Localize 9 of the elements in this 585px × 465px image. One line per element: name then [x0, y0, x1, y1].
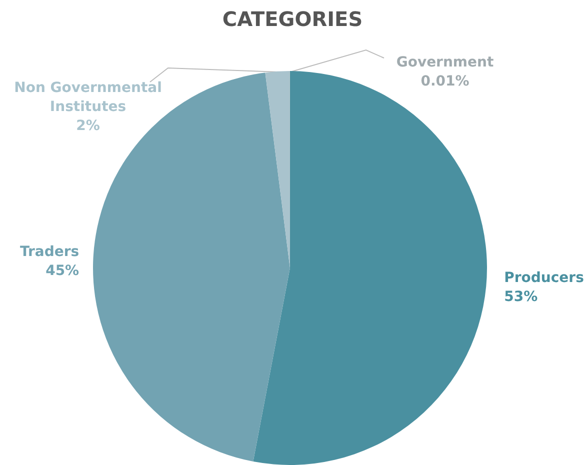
- data-label: 0.01%: [420, 74, 470, 90]
- data-label: 53%: [504, 288, 538, 305]
- slice-label: Producers: [504, 270, 584, 286]
- slice-label: Non Governmental Institutes: [14, 80, 162, 115]
- data-label: 45%: [46, 263, 80, 280]
- chart-title: CATEGORIES: [222, 7, 363, 31]
- slice-label: Government: [396, 54, 494, 70]
- data-label: 2%: [76, 118, 100, 134]
- slice-label: Traders: [20, 244, 80, 260]
